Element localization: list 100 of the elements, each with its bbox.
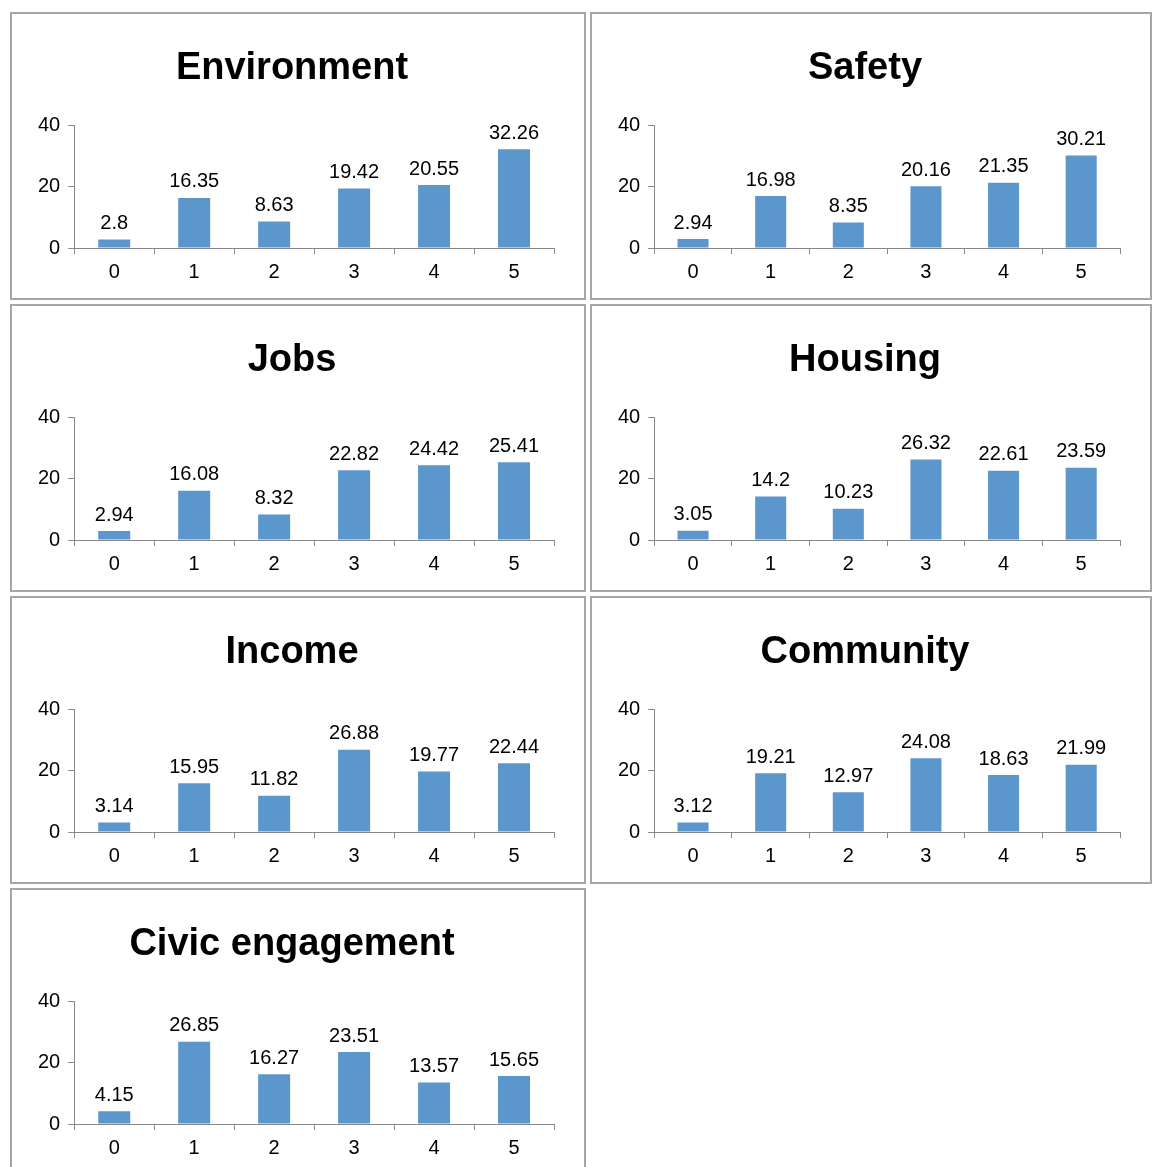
x-tick-label: 1 <box>188 1135 200 1158</box>
y-tick-label: 20 <box>618 466 641 489</box>
bar <box>910 758 942 832</box>
data-label: 20.55 <box>409 156 460 179</box>
data-label: 14.2 <box>751 468 791 491</box>
data-label: 21.35 <box>978 154 1029 177</box>
chart-title: Civic engagement <box>129 921 455 964</box>
data-label: 15.95 <box>169 754 220 777</box>
y-tick-label: 40 <box>38 989 61 1012</box>
y-tick-label: 20 <box>38 174 61 197</box>
data-label: 24.42 <box>409 436 460 459</box>
x-tick-label: 4 <box>428 551 440 574</box>
x-tick-label: 1 <box>765 843 777 866</box>
bar <box>1065 155 1097 248</box>
x-tick-label: 3 <box>348 1135 360 1158</box>
bar <box>498 149 531 248</box>
data-label: 3.14 <box>94 793 134 816</box>
data-label: 20.16 <box>900 157 951 180</box>
data-label: 25.41 <box>488 433 540 456</box>
data-label: 2.94 <box>673 210 713 233</box>
bar <box>755 196 787 248</box>
data-label: 24.08 <box>900 729 951 752</box>
bar <box>178 490 211 540</box>
x-tick-label: 0 <box>108 551 120 574</box>
y-tick-label: 0 <box>629 819 641 842</box>
x-tick-label: 4 <box>428 1135 440 1158</box>
bar <box>98 1111 131 1124</box>
y-tick-label: 40 <box>38 405 61 428</box>
x-tick-label: 1 <box>765 551 777 574</box>
x-tick-label: 5 <box>508 843 520 866</box>
x-tick-label: 5 <box>508 551 520 574</box>
bar <box>178 1041 211 1124</box>
data-label: 16.27 <box>249 1045 300 1068</box>
chart-title: Income <box>225 629 359 672</box>
data-label: 10.23 <box>823 480 874 503</box>
data-label: 22.44 <box>488 734 540 757</box>
bar <box>338 1052 371 1124</box>
data-label: 16.98 <box>745 167 796 190</box>
data-label: 26.88 <box>329 721 380 744</box>
bar <box>258 1074 291 1124</box>
bar <box>418 185 451 248</box>
x-tick-label: 0 <box>687 259 699 282</box>
x-tick-label: 3 <box>920 259 932 282</box>
data-label: 30.21 <box>1056 127 1107 150</box>
bar <box>338 749 371 832</box>
bar <box>98 822 131 832</box>
data-label: 19.77 <box>409 743 460 766</box>
x-tick-label: 5 <box>1075 259 1087 282</box>
data-label: 2.94 <box>94 502 134 525</box>
x-tick-label: 2 <box>268 1135 280 1158</box>
chart-title: Community <box>760 629 970 672</box>
x-tick-label: 4 <box>998 259 1010 282</box>
x-tick-label: 2 <box>842 259 854 282</box>
x-tick-label: 2 <box>842 843 854 866</box>
x-tick-label: 4 <box>428 259 440 282</box>
bar <box>338 470 371 540</box>
x-tick-label: 0 <box>108 1135 120 1158</box>
y-tick-label: 20 <box>618 174 641 197</box>
bar <box>755 773 787 832</box>
bar <box>98 239 131 248</box>
bar <box>178 197 211 248</box>
y-tick-label: 0 <box>629 527 641 550</box>
x-tick-label: 5 <box>1075 843 1087 866</box>
y-tick-label: 0 <box>49 527 61 550</box>
y-tick-label: 40 <box>618 405 641 428</box>
y-tick-label: 20 <box>38 1050 61 1073</box>
data-label: 8.35 <box>828 193 868 216</box>
bar <box>258 514 291 540</box>
data-label: 16.08 <box>169 462 220 485</box>
bar <box>755 496 787 540</box>
x-tick-label: 3 <box>920 551 932 574</box>
y-tick-label: 20 <box>38 466 61 489</box>
x-tick-label: 1 <box>765 259 777 282</box>
x-tick-label: 2 <box>842 551 854 574</box>
x-tick-label: 0 <box>687 551 699 574</box>
bar <box>910 459 942 540</box>
bar <box>677 530 709 540</box>
x-tick-label: 3 <box>348 259 360 282</box>
data-label: 23.51 <box>329 1023 380 1046</box>
x-tick-label: 4 <box>998 843 1010 866</box>
x-tick-label: 2 <box>268 843 280 866</box>
bar <box>988 182 1020 248</box>
bar <box>258 795 291 832</box>
data-label: 3.12 <box>673 793 713 816</box>
data-label: 8.32 <box>254 486 294 509</box>
data-label: 3.05 <box>673 502 713 525</box>
data-label: 11.82 <box>249 767 299 790</box>
bar <box>498 1076 531 1124</box>
data-label: 8.63 <box>254 193 294 216</box>
y-tick-label: 0 <box>629 235 641 258</box>
data-label: 13.57 <box>409 1053 460 1076</box>
x-tick-label: 2 <box>268 259 280 282</box>
bar <box>498 763 531 832</box>
bar <box>178 783 211 832</box>
x-tick-label: 0 <box>687 843 699 866</box>
bar <box>832 508 864 540</box>
x-tick-label: 0 <box>108 259 120 282</box>
chart-title: Environment <box>175 45 409 88</box>
bar <box>832 222 864 248</box>
data-label: 22.82 <box>329 441 380 464</box>
